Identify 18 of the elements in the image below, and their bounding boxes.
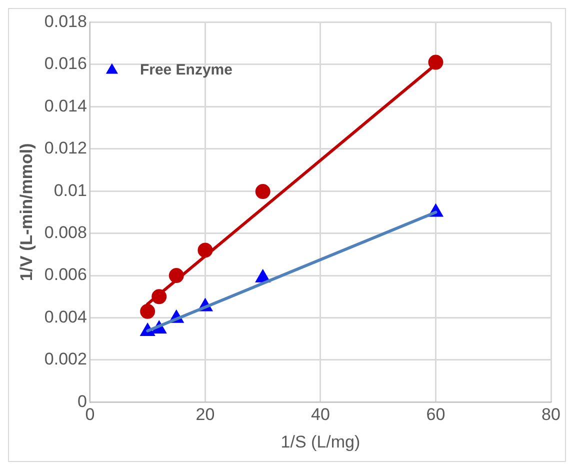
y-tick-label: 0 (77, 392, 87, 411)
y-tick-label: 0.006 (44, 265, 87, 284)
y-tick-label: 0.014 (44, 96, 87, 116)
x-tick-label: 60 (426, 405, 446, 424)
y-tick-label: 0.012 (44, 138, 87, 158)
x-tick-label: 20 (196, 405, 215, 424)
y-tick-label: 0.016 (44, 54, 87, 74)
y-tick-label: 0.008 (44, 223, 87, 242)
point (255, 184, 270, 200)
y-tick-label: 0.01 (54, 180, 87, 200)
legend-label: Free Enzyme (140, 61, 232, 78)
x-axis-title: 1/S (L/mg) (280, 432, 360, 452)
y-tick-label: 0.004 (44, 307, 87, 326)
y-tick-label: 0.018 (44, 12, 87, 31)
x-tick-label: 80 (542, 405, 560, 424)
y-axis-title: 1/V (L-min/mmol) (16, 143, 36, 282)
x-tick-label: 40 (311, 405, 330, 424)
y-tick-label: 0.002 (44, 350, 87, 369)
